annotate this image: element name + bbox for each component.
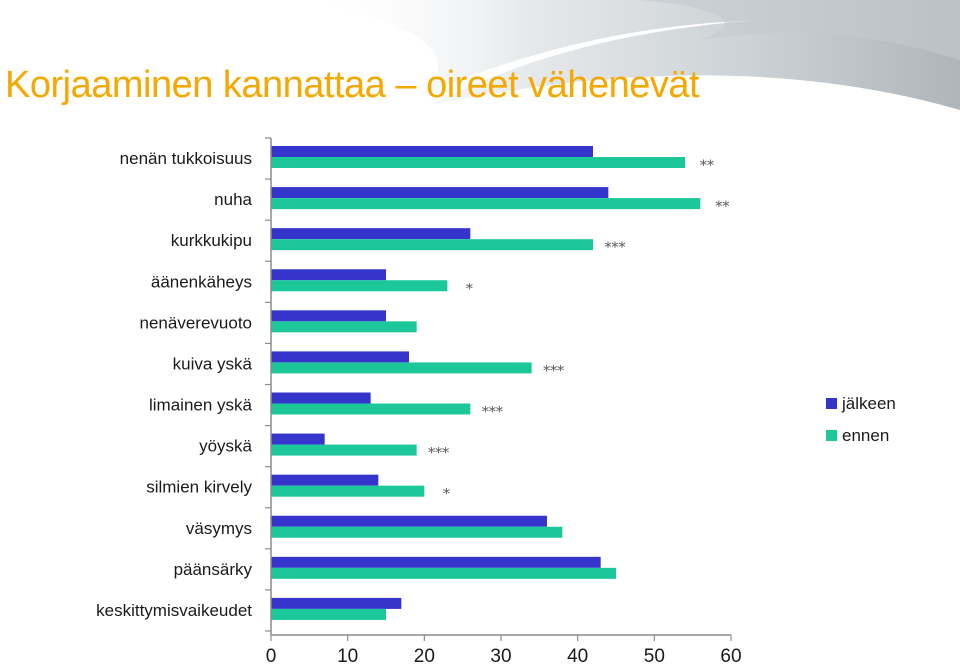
bar-after: [271, 556, 601, 568]
significance-marker: *: [443, 487, 450, 503]
legend-label-before: ennen: [842, 426, 889, 445]
significance-marker: ***: [543, 363, 564, 379]
bar-before: [271, 567, 616, 579]
x-tick-label: 10: [337, 646, 358, 665]
category-label: yöyskä: [199, 437, 252, 456]
legend-swatch-after: [826, 398, 837, 409]
x-tick-label: 20: [414, 646, 435, 665]
significance-marker: **: [715, 199, 729, 215]
legend-swatch-before: [826, 430, 837, 441]
x-tick-label: 50: [644, 646, 665, 665]
category-label: nuha: [214, 190, 252, 209]
significance-marker: *: [466, 281, 473, 297]
bar-after: [271, 228, 471, 240]
bar-before: [271, 485, 425, 497]
bar-before: [271, 239, 593, 251]
bar-after: [271, 597, 402, 609]
bar-after: [271, 310, 386, 322]
category-label: keskittymisvaikeudet: [96, 601, 252, 620]
bar-after: [271, 351, 409, 363]
x-tick-label: 60: [720, 646, 741, 665]
bar-after: [271, 515, 547, 527]
bar-after: [271, 392, 371, 404]
bar-before: [271, 444, 417, 456]
labels-layer: nenän tukkoisuus **nuha **kurkkukipu ***ään…: [96, 149, 729, 620]
category-label: nenäverevuoto: [140, 313, 252, 332]
category-label: päänsärky: [174, 560, 253, 579]
x-tick-label: 0: [266, 646, 277, 665]
bar-before: [271, 198, 701, 210]
slide-title: Korjaaminen kannattaa – oireet vähenevät: [5, 64, 700, 106]
significance-marker: ***: [482, 405, 503, 421]
category-label: nenän tukkoisuus: [120, 149, 252, 168]
category-label: väsymys: [186, 519, 252, 538]
x-tick-label: 30: [490, 646, 511, 665]
bar-before: [271, 157, 685, 168]
bar-after: [271, 146, 593, 157]
significance-marker: **: [700, 158, 714, 174]
bar-after: [271, 474, 379, 486]
significance-marker: ***: [428, 446, 449, 462]
axes-layer: 0 10 20 30 40 50 60: [265, 137, 742, 665]
category-label: äänenkäheys: [151, 272, 252, 291]
significance-marker: ***: [605, 240, 626, 256]
legend: jälkeen ennen: [826, 394, 896, 445]
background-swoosh: [300, 0, 960, 110]
category-label: kurkkukipu: [171, 231, 252, 250]
legend-label-after: jälkeen: [841, 394, 896, 413]
bars-layer: [271, 146, 701, 620]
x-tick-label: 40: [567, 646, 588, 665]
category-label: silmien kirvely: [146, 478, 252, 497]
category-label: limainen yskä: [149, 396, 253, 415]
bar-before: [271, 608, 386, 620]
bar-before: [271, 403, 471, 415]
bar-before: [271, 362, 532, 374]
bar-after: [271, 433, 325, 445]
bar-before: [271, 280, 448, 292]
bar-after: [271, 187, 609, 199]
bar-after: [271, 269, 386, 281]
bar-before: [271, 321, 417, 333]
bar-before: [271, 526, 563, 538]
category-label: kuiva yskä: [173, 354, 253, 373]
